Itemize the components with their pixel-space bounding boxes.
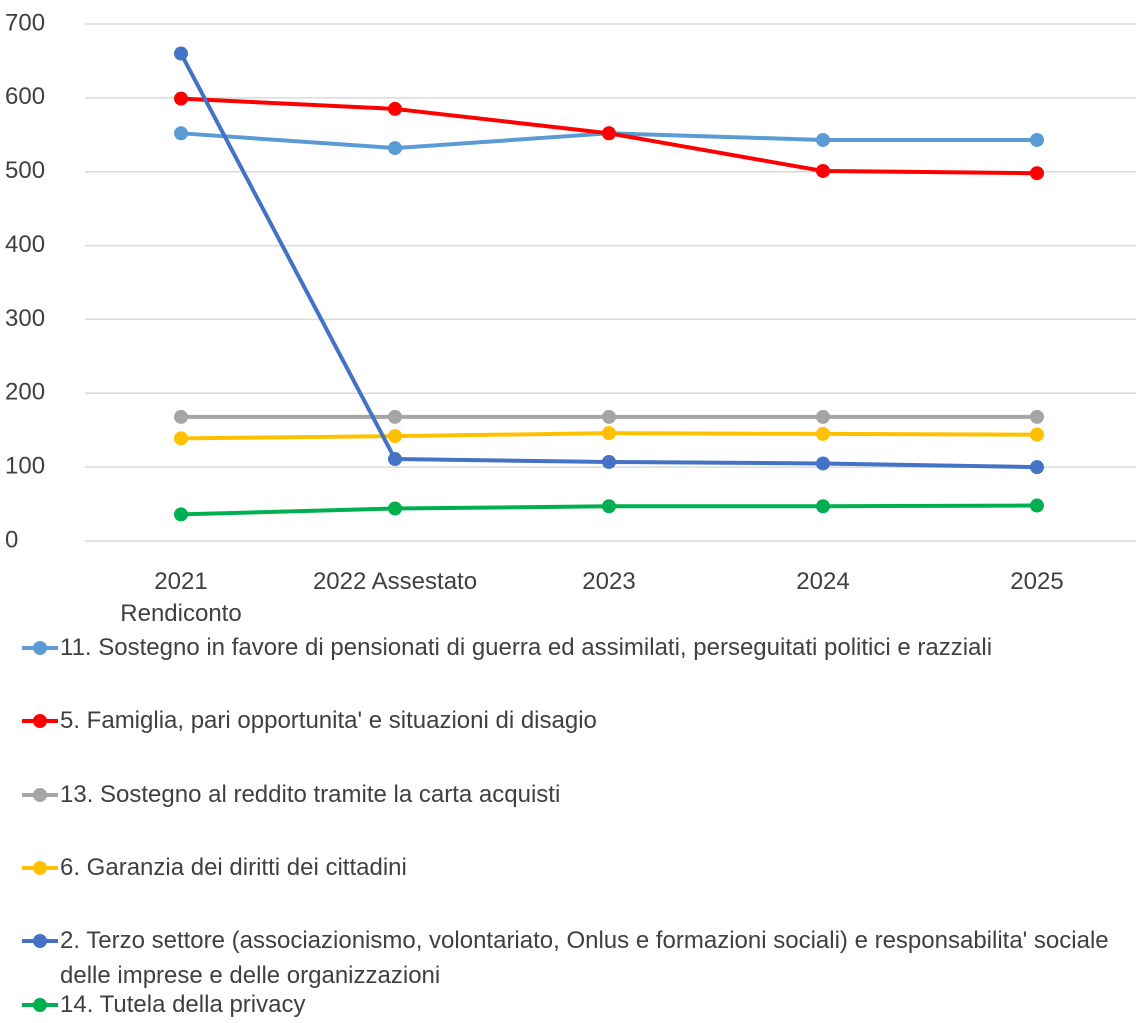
legend-entry: 6. Garanzia dei diritti dei cittadini bbox=[20, 850, 1136, 885]
y-tick-label: 500 bbox=[5, 157, 45, 184]
marker bbox=[174, 46, 188, 61]
legend-marker bbox=[33, 714, 47, 728]
legend-swatch bbox=[22, 861, 58, 875]
legend-marker bbox=[33, 998, 47, 1012]
legend-entry: 14. Tutela della privacy bbox=[20, 987, 1136, 1022]
legend-swatch bbox=[22, 714, 58, 728]
marker bbox=[816, 409, 830, 424]
y-tick-label: 400 bbox=[5, 231, 45, 258]
legend-label: 11. Sostegno in favore di pensionati di … bbox=[60, 634, 993, 661]
series-line bbox=[179, 52, 1038, 470]
y-tick-label: 700 bbox=[5, 9, 45, 36]
x-tick-label: 2025 bbox=[1010, 568, 1064, 595]
marker bbox=[1030, 166, 1044, 181]
marker bbox=[1030, 460, 1044, 475]
marker bbox=[174, 91, 188, 106]
legend-label: 13. Sostegno al reddito tramite la carta… bbox=[60, 781, 561, 808]
plot-area: 0 100 200 300 400 500 600 700 bbox=[5, 9, 1136, 553]
marker bbox=[1030, 132, 1044, 147]
legend-entry: 2. Terzo settore (associazionismo, volon… bbox=[20, 923, 1136, 993]
legend-entry: 5. Famiglia, pari opportunita' e situazi… bbox=[20, 703, 1136, 738]
marker bbox=[388, 141, 402, 156]
marker bbox=[816, 456, 830, 471]
legend-label: 6. Garanzia dei diritti dei cittadini bbox=[60, 854, 407, 881]
marker bbox=[816, 132, 830, 147]
marker bbox=[602, 426, 616, 441]
legend-marker bbox=[33, 934, 47, 948]
marker bbox=[388, 101, 402, 116]
marker bbox=[816, 499, 830, 514]
marker bbox=[816, 426, 830, 441]
legend-entry: 11. Sostegno in favore di pensionati di … bbox=[20, 630, 1136, 665]
legend-marker bbox=[33, 641, 47, 655]
marker bbox=[388, 409, 402, 424]
marker bbox=[174, 507, 188, 522]
legend-marker bbox=[33, 861, 47, 875]
y-tick-label: 0 bbox=[5, 526, 18, 553]
x-tick-label: 2022 Assestato bbox=[312, 568, 478, 595]
legend-swatch bbox=[22, 998, 58, 1012]
marker bbox=[602, 126, 616, 141]
marker bbox=[174, 409, 188, 424]
marker bbox=[388, 501, 402, 516]
legend-swatch bbox=[22, 788, 58, 802]
marker bbox=[388, 429, 402, 444]
marker bbox=[388, 452, 402, 467]
marker bbox=[1030, 427, 1044, 442]
marker bbox=[1030, 409, 1044, 424]
y-tick-label: 100 bbox=[5, 452, 45, 479]
marker bbox=[602, 454, 616, 469]
legend-label: 5. Famiglia, pari opportunita' e situazi… bbox=[60, 707, 597, 734]
marker bbox=[816, 163, 830, 178]
marker bbox=[602, 499, 616, 514]
marker bbox=[174, 126, 188, 141]
marker bbox=[1030, 498, 1044, 513]
y-tick-label: 600 bbox=[5, 83, 45, 110]
x-tick-label: 2024 bbox=[796, 568, 850, 595]
marker bbox=[174, 431, 188, 446]
legend-label: 14. Tutela della privacy bbox=[60, 991, 306, 1018]
marker bbox=[602, 409, 616, 424]
legend-marker bbox=[33, 788, 47, 802]
x-tick-label: 2023 bbox=[582, 568, 636, 595]
y-tick-label: 200 bbox=[5, 379, 45, 406]
legend-entry: 13. Sostegno al reddito tramite la carta… bbox=[20, 777, 1136, 812]
legend-swatch bbox=[22, 641, 58, 655]
legend-swatch bbox=[22, 934, 58, 948]
y-tick-label: 300 bbox=[5, 305, 45, 332]
x-tick-label: 2021 Rendiconto bbox=[120, 568, 242, 627]
legend-label: 2. Terzo settore (associazionismo, volon… bbox=[60, 927, 1109, 989]
